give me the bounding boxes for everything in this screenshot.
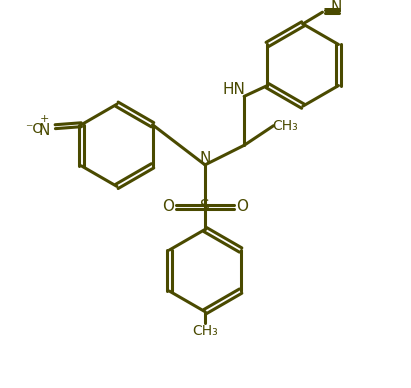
Text: N: N: [330, 0, 342, 15]
Text: CH₃: CH₃: [192, 324, 218, 338]
Text: N: N: [39, 123, 50, 138]
Text: S: S: [200, 199, 210, 215]
Text: +: +: [40, 114, 49, 124]
Text: O: O: [162, 199, 174, 215]
Text: O: O: [236, 199, 248, 215]
Text: CH₃: CH₃: [272, 119, 298, 133]
Text: HN: HN: [223, 82, 246, 97]
Text: N: N: [199, 151, 211, 166]
Text: ⁻O: ⁻O: [25, 122, 43, 136]
